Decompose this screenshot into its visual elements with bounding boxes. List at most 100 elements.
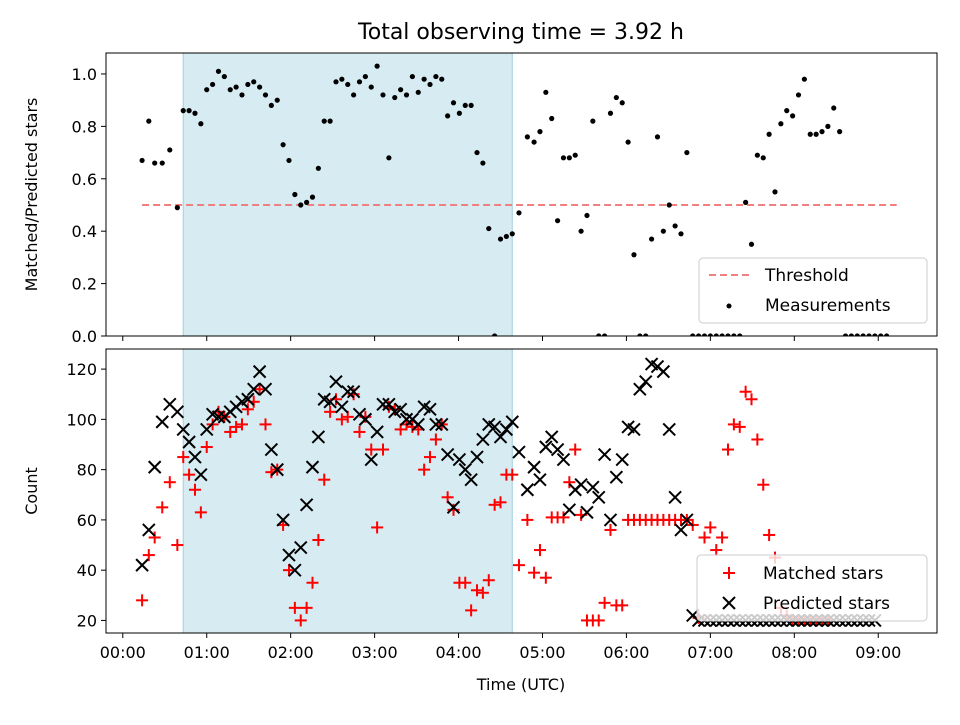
x-tick-label: 00:00 [100,643,146,662]
legend-threshold-label: Threshold [764,266,849,286]
x-stroke-b [182,435,196,449]
y-tick-label: 120 [66,360,97,379]
matched-star-point [751,433,764,446]
measurement-point [286,157,292,164]
matched-star-point [459,576,472,589]
measurement-point [362,73,368,80]
x-stroke-b [597,447,612,462]
x-stroke-b [639,374,653,389]
x-tick-label: 06:00 [603,643,649,662]
matched-star-point [194,506,207,519]
measurement-point [292,191,298,198]
predicted-star-point [393,402,408,417]
measurement-point [690,333,696,336]
x-stroke-b [364,452,378,467]
measurement-point [701,333,708,336]
predicted-star-point [603,513,618,527]
matched-star-point [598,596,611,609]
legend-predicted-marker [722,596,736,610]
predicted-star-point [188,450,202,464]
measurement-point [315,165,321,171]
measurement-point [549,115,555,122]
matched-star-point [528,566,541,579]
x-stroke-b [376,397,390,411]
measurement-point [790,113,796,119]
x-stroke-b [194,467,208,482]
measurement-point [866,333,872,336]
predicted-star-point [288,563,302,577]
predicted-star-point [435,417,449,432]
x-stroke-b [603,513,618,527]
measurement-point [415,89,421,95]
predicted-star-point [311,430,326,444]
predicted-star-point [341,385,355,399]
predicted-star-point [656,364,671,379]
predicted-star-point [176,422,190,437]
predicted-star-point [329,374,343,389]
matched-star-point [557,511,570,524]
matched-star-point [282,564,295,577]
predicted-star-point [592,490,606,504]
panel-ratio-x-ticks [122,336,879,341]
x-stroke-b [539,440,553,454]
predicted-star-point [382,397,396,411]
panel-ratio-ylabel: Matched/Predicted stars [22,98,41,292]
matched-star-point [488,498,501,511]
measurement-point [778,121,784,127]
measurement-point [368,84,374,90]
matched-star-point [353,425,366,438]
measurement-point [439,76,445,82]
matched-star-point [465,604,478,617]
x-stroke-b [258,382,273,396]
measurement-point [392,94,398,101]
x-stroke-b [282,548,296,562]
matched-star-point [533,544,546,557]
predicted-star-point [674,523,688,537]
measurement-point [159,160,165,166]
measurement-point [666,202,672,208]
x-stroke-b [155,415,169,429]
x-stroke-b [493,430,508,444]
measurement-point [345,81,351,88]
predicted-star-point [411,417,425,432]
legend-measurements-marker [726,303,732,309]
x-stroke-b [329,374,343,389]
matched-star-point [592,614,605,627]
predicted-star-point [550,442,565,457]
matched-star-point [721,443,734,456]
measurement-point [167,147,173,153]
x-stroke-b [470,450,484,464]
matched-star-point [716,531,729,544]
matched-star-point [235,418,248,431]
predicted-star-point [505,415,519,429]
matched-star-point [148,531,161,544]
matched-star-point [429,433,442,446]
predicted-star-point [609,470,624,484]
measurement-point [537,129,543,135]
matched-star-point [300,601,313,614]
y-tick-label: 0.4 [72,222,97,241]
measurement-point [684,149,690,156]
x-stroke-b [423,402,437,417]
predicted-star-point [615,452,629,467]
x-stroke-b [370,425,384,439]
measurement-point [516,210,522,216]
predicted-star-point [276,513,290,527]
measurement-point [672,223,678,229]
measurement-point [245,81,251,88]
measurement-point [719,333,725,336]
x-tick-label: 04:00 [435,643,481,662]
x-stroke-b [621,420,635,434]
y-tick-label: 0.8 [72,117,97,136]
measurement-point [486,225,492,232]
y-tick-label: 20 [77,611,97,630]
measurement-point [146,118,152,124]
measurement-point [613,94,619,101]
measurement-point [380,92,386,98]
matched-star-point [259,418,272,431]
matched-star-point [512,559,525,572]
y-tick-label: 80 [77,461,97,480]
measurement-point [754,152,760,158]
measurement-point [524,134,530,140]
